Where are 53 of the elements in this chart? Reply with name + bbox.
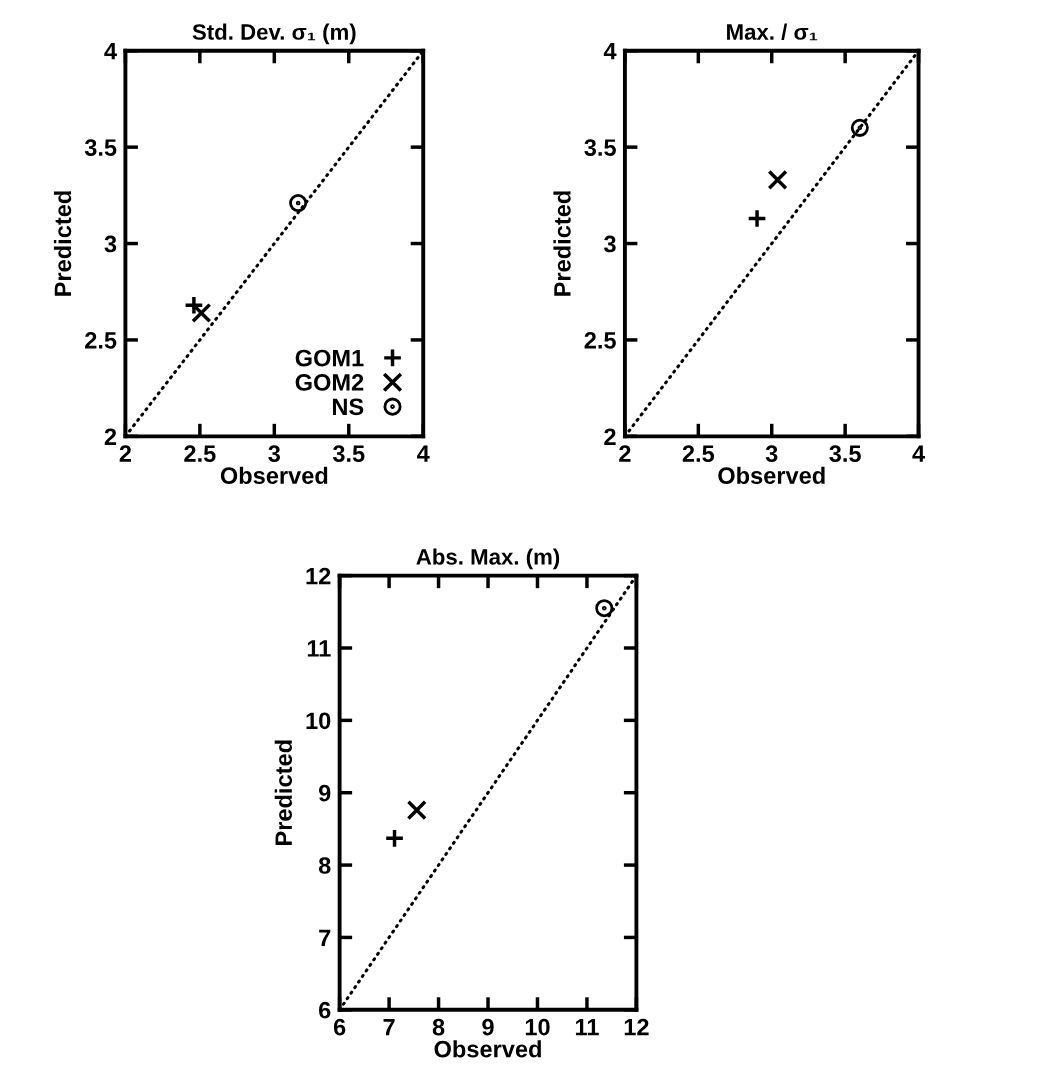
x-tick-label: 3.5 [829, 445, 861, 463]
y-axis-title: Predicted [553, 191, 571, 296]
x-tick-label: 2.5 [184, 445, 216, 462]
x-tick-label: 2.5 [682, 445, 715, 462]
x-axis-title: Observed [718, 466, 825, 485]
y-tick-label: 6 [319, 1001, 331, 1019]
y-tick-label: 8 [318, 857, 331, 874]
y-tick-label: 3 [104, 235, 117, 253]
chart-title: Max. / σ₁ [727, 23, 818, 41]
point [406, 800, 427, 821]
x-tick-label: 3 [268, 445, 281, 463]
legend-label: NS [332, 398, 364, 416]
point [850, 118, 869, 137]
x-tick-label: 12 [624, 1018, 649, 1036]
y-tick-label: 9 [318, 784, 331, 802]
point [595, 599, 614, 618]
chart-title: Std. Dev. σ₁ (m) [192, 23, 356, 45]
y-tick-label: 3.5 [584, 139, 616, 156]
x-tick-label: 6 [333, 1018, 346, 1036]
x-axis-title: Observed [220, 466, 328, 485]
x-tick-label: 7 [383, 1019, 395, 1036]
point [384, 828, 405, 849]
y-tick-label: 3.5 [84, 139, 117, 156]
x-tick-label: 10 [525, 1018, 550, 1036]
y-tick-label: 11 [307, 640, 331, 657]
y-tick-label: 12 [306, 567, 331, 585]
y-tick-label: 3 [603, 235, 616, 253]
point [191, 302, 212, 324]
point [289, 194, 308, 213]
x-tick-label: 8 [432, 1018, 445, 1036]
y-tick-label: 2 [604, 428, 616, 445]
y-tick-label: 2.5 [584, 332, 616, 349]
y-axis-title: Predicted [53, 191, 72, 296]
x-axis-title: Observed [434, 1040, 541, 1058]
y-tick-label: 2 [104, 428, 117, 445]
y-axis-title: Predicted [274, 740, 293, 845]
y-tick-label: 4 [603, 43, 617, 60]
x-tick-label: 2 [119, 445, 132, 462]
y-tick-label: 2.5 [85, 332, 117, 349]
x-tick-label: 3 [765, 445, 778, 463]
x-tick-label: 2 [619, 445, 631, 462]
chart-title: Abs. Max. (m) [416, 548, 560, 570]
legend-label: GOM1 [295, 349, 364, 367]
y-tick-label: 4 [104, 43, 117, 60]
legend-label: GOM2 [295, 374, 364, 391]
x-tick-label: 3.5 [332, 445, 365, 463]
x-tick-label: 4 [912, 445, 925, 462]
point [767, 169, 788, 190]
x-tick-label: 4 [417, 445, 430, 462]
point [746, 208, 768, 229]
y-tick-label: 10 [306, 712, 331, 730]
y-tick-label: 7 [319, 929, 331, 946]
x-tick-label: 9 [482, 1018, 494, 1036]
